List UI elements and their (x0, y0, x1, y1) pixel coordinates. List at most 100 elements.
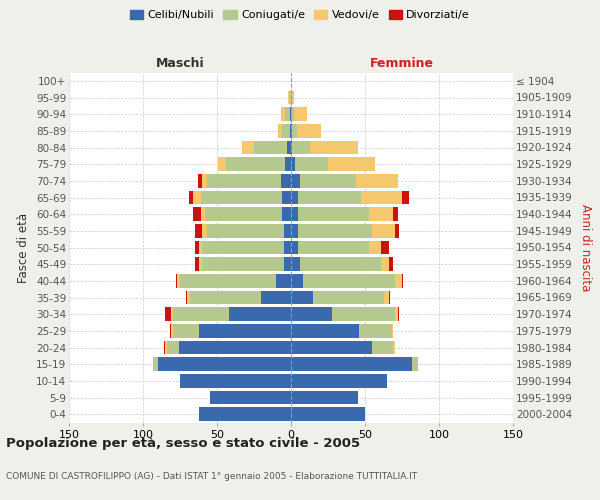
Bar (285, 158, 291, 171)
Bar (291, 140, 292, 154)
Bar (303, 274, 395, 287)
Bar (205, 208, 282, 221)
Bar (190, 290, 262, 304)
Bar (254, 140, 287, 154)
Bar (177, 274, 180, 287)
Bar (229, 308, 291, 321)
Bar (291, 374, 387, 388)
Bar (392, 324, 393, 338)
Bar (291, 340, 373, 354)
Bar (291, 290, 313, 304)
Bar (201, 190, 282, 204)
Bar (198, 174, 202, 188)
Text: Popolazione per età, sesso e stato civile - 2005: Popolazione per età, sesso e stato civil… (6, 438, 360, 450)
Bar (297, 124, 320, 138)
Bar (381, 258, 389, 271)
Bar (291, 390, 358, 404)
Bar (195, 240, 199, 254)
Bar (290, 108, 291, 121)
Bar (199, 408, 291, 421)
Bar (359, 324, 392, 338)
Bar (370, 240, 381, 254)
Bar (395, 274, 402, 287)
Bar (206, 174, 281, 188)
Bar (292, 124, 297, 138)
Bar (176, 274, 177, 287)
Bar (291, 90, 294, 104)
Bar (361, 190, 402, 204)
Bar (290, 124, 291, 138)
Bar (164, 340, 165, 354)
Bar (165, 340, 167, 354)
Bar (284, 258, 291, 271)
Bar (186, 290, 187, 304)
Bar (298, 224, 373, 237)
Bar (288, 90, 290, 104)
Bar (180, 374, 291, 388)
Bar (294, 108, 307, 121)
Y-axis label: Fasce di età: Fasce di età (17, 212, 31, 282)
Bar (171, 324, 173, 338)
Bar (291, 158, 295, 171)
Bar (154, 358, 158, 371)
Bar (202, 258, 284, 271)
Bar (295, 158, 328, 171)
Bar (282, 208, 291, 221)
Bar (292, 140, 310, 154)
Bar (287, 140, 291, 154)
Bar (202, 224, 206, 237)
Bar (291, 308, 332, 321)
Bar (199, 240, 202, 254)
Bar (402, 190, 409, 204)
Bar (242, 140, 254, 154)
Bar (300, 174, 356, 188)
Bar (291, 274, 303, 287)
Bar (285, 108, 290, 121)
Bar (173, 308, 229, 321)
Bar (313, 290, 384, 304)
Bar (202, 174, 206, 188)
Bar (199, 258, 202, 271)
Bar (398, 308, 399, 321)
Bar (395, 308, 398, 321)
Bar (298, 240, 370, 254)
Bar (226, 158, 285, 171)
Bar (384, 290, 389, 304)
Bar (389, 258, 393, 271)
Bar (291, 408, 365, 421)
Bar (373, 224, 395, 237)
Bar (291, 240, 298, 254)
Bar (332, 308, 395, 321)
Bar (199, 324, 291, 338)
Bar (193, 190, 201, 204)
Bar (373, 340, 393, 354)
Bar (180, 274, 276, 287)
Bar (356, 174, 398, 188)
Bar (284, 240, 291, 254)
Bar (389, 290, 390, 304)
Text: Femmine: Femmine (370, 57, 434, 70)
Text: Maschi: Maschi (155, 57, 205, 70)
Bar (193, 208, 201, 221)
Bar (298, 190, 361, 204)
Bar (158, 358, 291, 371)
Bar (298, 208, 370, 221)
Bar (179, 340, 291, 354)
Y-axis label: Anni di nascita: Anni di nascita (579, 204, 592, 291)
Bar (310, 140, 358, 154)
Bar (291, 258, 300, 271)
Bar (206, 224, 284, 237)
Bar (291, 174, 300, 188)
Bar (165, 308, 171, 321)
Bar (189, 190, 193, 204)
Bar (328, 158, 376, 171)
Bar (281, 108, 285, 121)
Bar (218, 158, 226, 171)
Bar (209, 390, 291, 404)
Bar (278, 124, 282, 138)
Text: COMUNE DI CASTROFILIPPO (AG) - Dati ISTAT 1° gennaio 2005 - Elaborazione TUTTITA: COMUNE DI CASTROFILIPPO (AG) - Dati ISTA… (6, 472, 417, 481)
Bar (300, 258, 381, 271)
Bar (201, 208, 205, 221)
Legend: Celibi/Nubili, Coniugati/e, Vedovi/e, Divorziati/e: Celibi/Nubili, Coniugati/e, Vedovi/e, Di… (125, 6, 475, 25)
Bar (370, 208, 393, 221)
